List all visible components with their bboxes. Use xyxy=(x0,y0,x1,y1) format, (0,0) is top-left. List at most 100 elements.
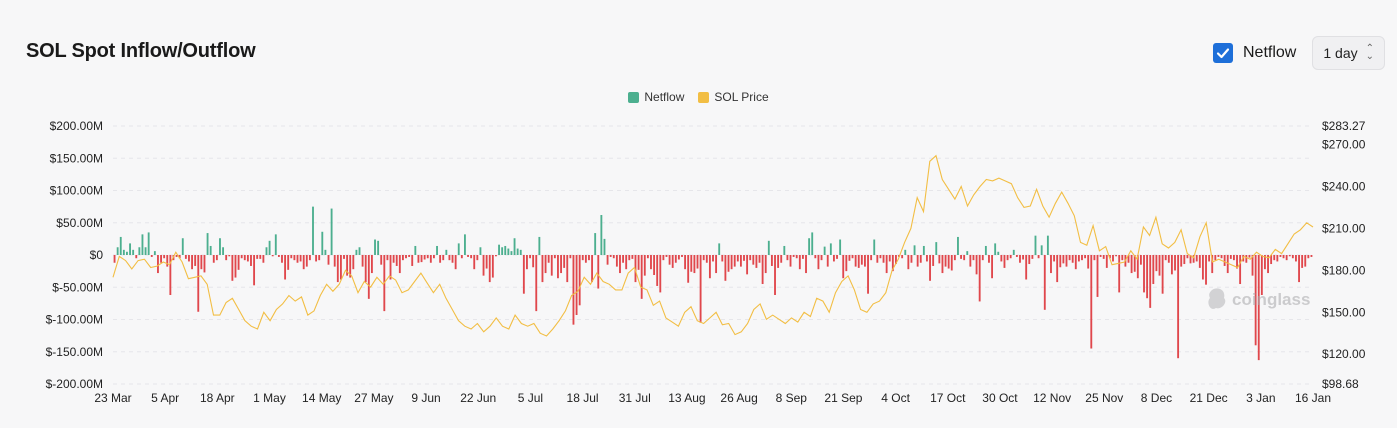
x-tick-label: 26 Aug xyxy=(720,391,757,405)
netflow-bar xyxy=(904,249,907,255)
netflow-bar xyxy=(860,255,863,265)
netflow-bar xyxy=(532,255,535,268)
netflow-bar xyxy=(1053,255,1056,262)
netflow-bar xyxy=(135,255,138,259)
netflow-bar xyxy=(265,247,268,255)
netflow-bar xyxy=(305,255,308,267)
netflow-bar xyxy=(833,255,835,262)
netflow-bar xyxy=(1301,255,1304,268)
netflow-bar xyxy=(191,255,193,270)
netflow-bar xyxy=(522,255,525,294)
netflow-bar xyxy=(426,255,429,259)
netflow-checkbox[interactable] xyxy=(1213,43,1233,63)
netflow-bar xyxy=(612,255,615,259)
netflow-bar xyxy=(1028,255,1031,265)
netflow-bar xyxy=(743,255,745,261)
x-tick-label: 5 Jul xyxy=(518,391,543,405)
netflow-bar xyxy=(1310,255,1313,257)
legend-item-sol-price[interactable]: SOL Price xyxy=(698,90,769,104)
netflow-bar xyxy=(708,255,711,279)
x-tick-label: 8 Dec xyxy=(1141,391,1172,405)
netflow-toggle-label[interactable]: Netflow xyxy=(1243,44,1297,61)
netflow-bar xyxy=(879,255,882,259)
netflow-bar xyxy=(736,255,739,262)
netflow-bar xyxy=(1096,255,1099,297)
netflow-bar xyxy=(370,255,373,274)
netflow-bar xyxy=(867,255,869,294)
netflow-bar xyxy=(783,245,786,255)
netflow-bar xyxy=(129,243,131,255)
netflow-bar xyxy=(1136,255,1139,279)
netflow-bar xyxy=(181,238,184,255)
netflow-bar xyxy=(653,255,656,275)
y-right-tick-label: $240.00 xyxy=(1322,179,1366,193)
netflow-bar xyxy=(1127,255,1130,263)
x-tick-label: 25 Nov xyxy=(1085,391,1123,405)
x-tick-label: 9 Jun xyxy=(411,391,440,405)
x-tick-label: 30 Oct xyxy=(982,391,1018,405)
netflow-bar xyxy=(529,255,531,259)
netflow-bar xyxy=(1105,255,1108,268)
x-tick-label: 1 May xyxy=(253,391,286,405)
netflow-bar xyxy=(764,255,767,274)
x-tick-label: 18 Apr xyxy=(200,391,235,405)
netflow-bar xyxy=(457,243,460,255)
netflow-bar xyxy=(1260,255,1263,295)
netflow-bar xyxy=(361,255,364,267)
netflow-bar xyxy=(969,255,972,267)
netflow-bar xyxy=(476,255,479,261)
netflow-bar xyxy=(296,255,299,263)
netflow-bar xyxy=(1307,255,1310,259)
netflow-bar xyxy=(1130,255,1133,274)
netflow-bar xyxy=(885,255,888,274)
netflow-bar xyxy=(1065,255,1068,267)
netflow-bar xyxy=(538,236,541,255)
netflow-bar xyxy=(1161,255,1164,294)
netflow-bar xyxy=(674,255,677,263)
netflow-bar xyxy=(1015,255,1018,257)
netflow-bar xyxy=(374,239,376,255)
netflow-bar xyxy=(997,251,1000,255)
netflow-bar xyxy=(978,255,981,302)
netflow-bar xyxy=(712,255,714,262)
netflow-bar xyxy=(1186,255,1189,259)
netflow-bar xyxy=(1223,255,1226,266)
y-left-tick-label: $0 xyxy=(90,248,104,262)
netflow-bars xyxy=(113,206,1313,361)
netflow-bar xyxy=(243,255,246,261)
netflow-bar xyxy=(656,255,659,286)
netflow-bar xyxy=(634,255,637,283)
netflow-bar xyxy=(1158,255,1161,276)
chart-legend: Netflow SOL Price xyxy=(0,90,1397,104)
x-tick-label: 8 Sep xyxy=(776,391,808,405)
netflow-bar xyxy=(1192,255,1195,263)
netflow-bar xyxy=(581,255,584,261)
netflow-bar xyxy=(801,255,804,259)
y-left-tick-label: $50.00M xyxy=(56,216,103,230)
netflow-bar xyxy=(1133,255,1136,272)
page-title: SOL Spot Inflow/Outflow xyxy=(26,40,256,62)
netflow-bar xyxy=(724,255,727,281)
netflow-bar xyxy=(615,255,618,267)
netflow-bar xyxy=(907,255,910,270)
legend-item-netflow[interactable]: Netflow xyxy=(628,90,684,104)
netflow-bar xyxy=(619,255,621,274)
y-right-tick-label: $270.00 xyxy=(1322,138,1366,152)
netflow-bar xyxy=(160,255,162,263)
netflow-bar xyxy=(274,234,277,255)
legend-label-sol-price: SOL Price xyxy=(714,90,769,104)
netflow-bar xyxy=(209,245,212,255)
coinglass-logo-icon xyxy=(1208,288,1226,309)
netflow-bar xyxy=(631,255,634,259)
netflow-bar xyxy=(953,255,956,261)
interval-select[interactable]: 1 day ⌃ ⌄ xyxy=(1312,36,1385,70)
x-tick-label: 23 Mar xyxy=(94,391,131,405)
netflow-bar xyxy=(572,255,575,325)
netflow-bar xyxy=(1012,249,1015,255)
netflow-bar xyxy=(870,255,873,261)
netflow-bar xyxy=(600,215,603,255)
netflow-bar xyxy=(541,255,544,283)
netflow-bar xyxy=(1068,255,1071,261)
netflow-bar xyxy=(693,255,696,274)
netflow-bar xyxy=(829,243,832,255)
